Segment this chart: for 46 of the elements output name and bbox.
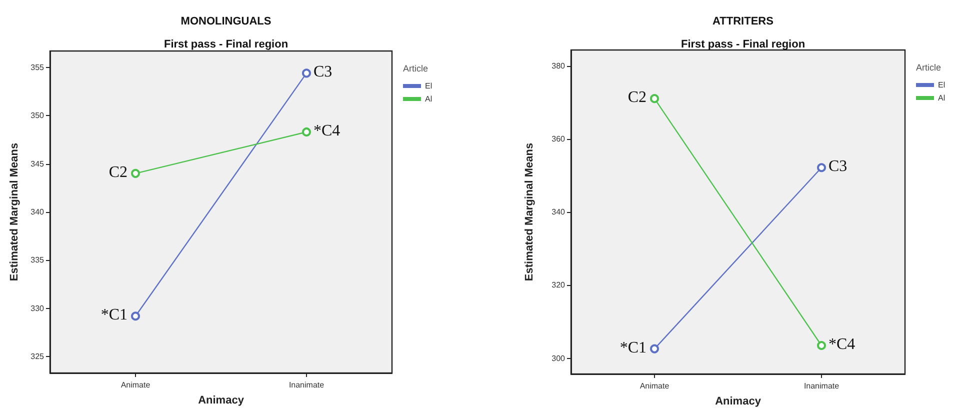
legend-label: El	[938, 80, 946, 90]
x-tick-label: Inanimate	[804, 382, 840, 390]
point	[131, 312, 140, 321]
legend-title: Article	[403, 64, 428, 74]
point	[650, 344, 659, 354]
annotation: *C4	[828, 336, 856, 354]
y-tick-label: 380	[552, 62, 566, 71]
point	[817, 341, 826, 350]
y-tick-label: 360	[552, 134, 566, 144]
y-tick-label: 325	[30, 352, 45, 362]
x-tick-label: Inanimate	[288, 380, 325, 390]
x-tick-label: Animate	[120, 380, 151, 390]
y-tick-label: 340	[552, 208, 566, 217]
legend-label: Al	[425, 94, 432, 104]
y-tick-label: 330	[30, 304, 45, 313]
chart-title: MONOLINGUALS	[180, 16, 272, 28]
annotation: C2	[108, 164, 128, 181]
chart-subtitle: First pass - Final region	[680, 38, 806, 50]
y-axis-title: Estimated Marginal Means	[524, 142, 536, 282]
legend-label: El	[425, 82, 432, 90]
chart-subtitle: First pass - Final region	[164, 38, 288, 50]
annotation: *C1	[100, 306, 128, 324]
legend-title: Article	[916, 62, 942, 72]
y-axis-title: Estimated Marginal Means	[8, 142, 20, 282]
y-tick-label: 300	[552, 354, 566, 363]
y-tick-label: 335	[30, 256, 45, 265]
point	[302, 68, 311, 78]
annotation: *C4	[314, 122, 340, 140]
y-tick-label: 320	[552, 280, 566, 290]
y-tick-label: 345	[30, 159, 45, 168]
legend-label: Al	[938, 94, 946, 102]
y-tick-label: 340	[30, 208, 45, 216]
x-tick-label: Animate	[640, 382, 670, 390]
point	[817, 163, 826, 172]
point	[131, 168, 140, 178]
annotation: C2	[628, 89, 646, 106]
point	[650, 94, 659, 104]
annotation: *C1	[620, 339, 646, 356]
y-tick-label: 350	[30, 111, 45, 120]
x-axis-title: Animacy	[715, 396, 762, 408]
point	[302, 127, 311, 136]
x-axis-title: Animacy	[198, 394, 245, 406]
annotation: C3	[828, 158, 848, 176]
y-tick-label: 355	[30, 62, 45, 72]
annotation: C3	[314, 64, 332, 81]
chart-title: ATTRITERS	[712, 16, 774, 28]
